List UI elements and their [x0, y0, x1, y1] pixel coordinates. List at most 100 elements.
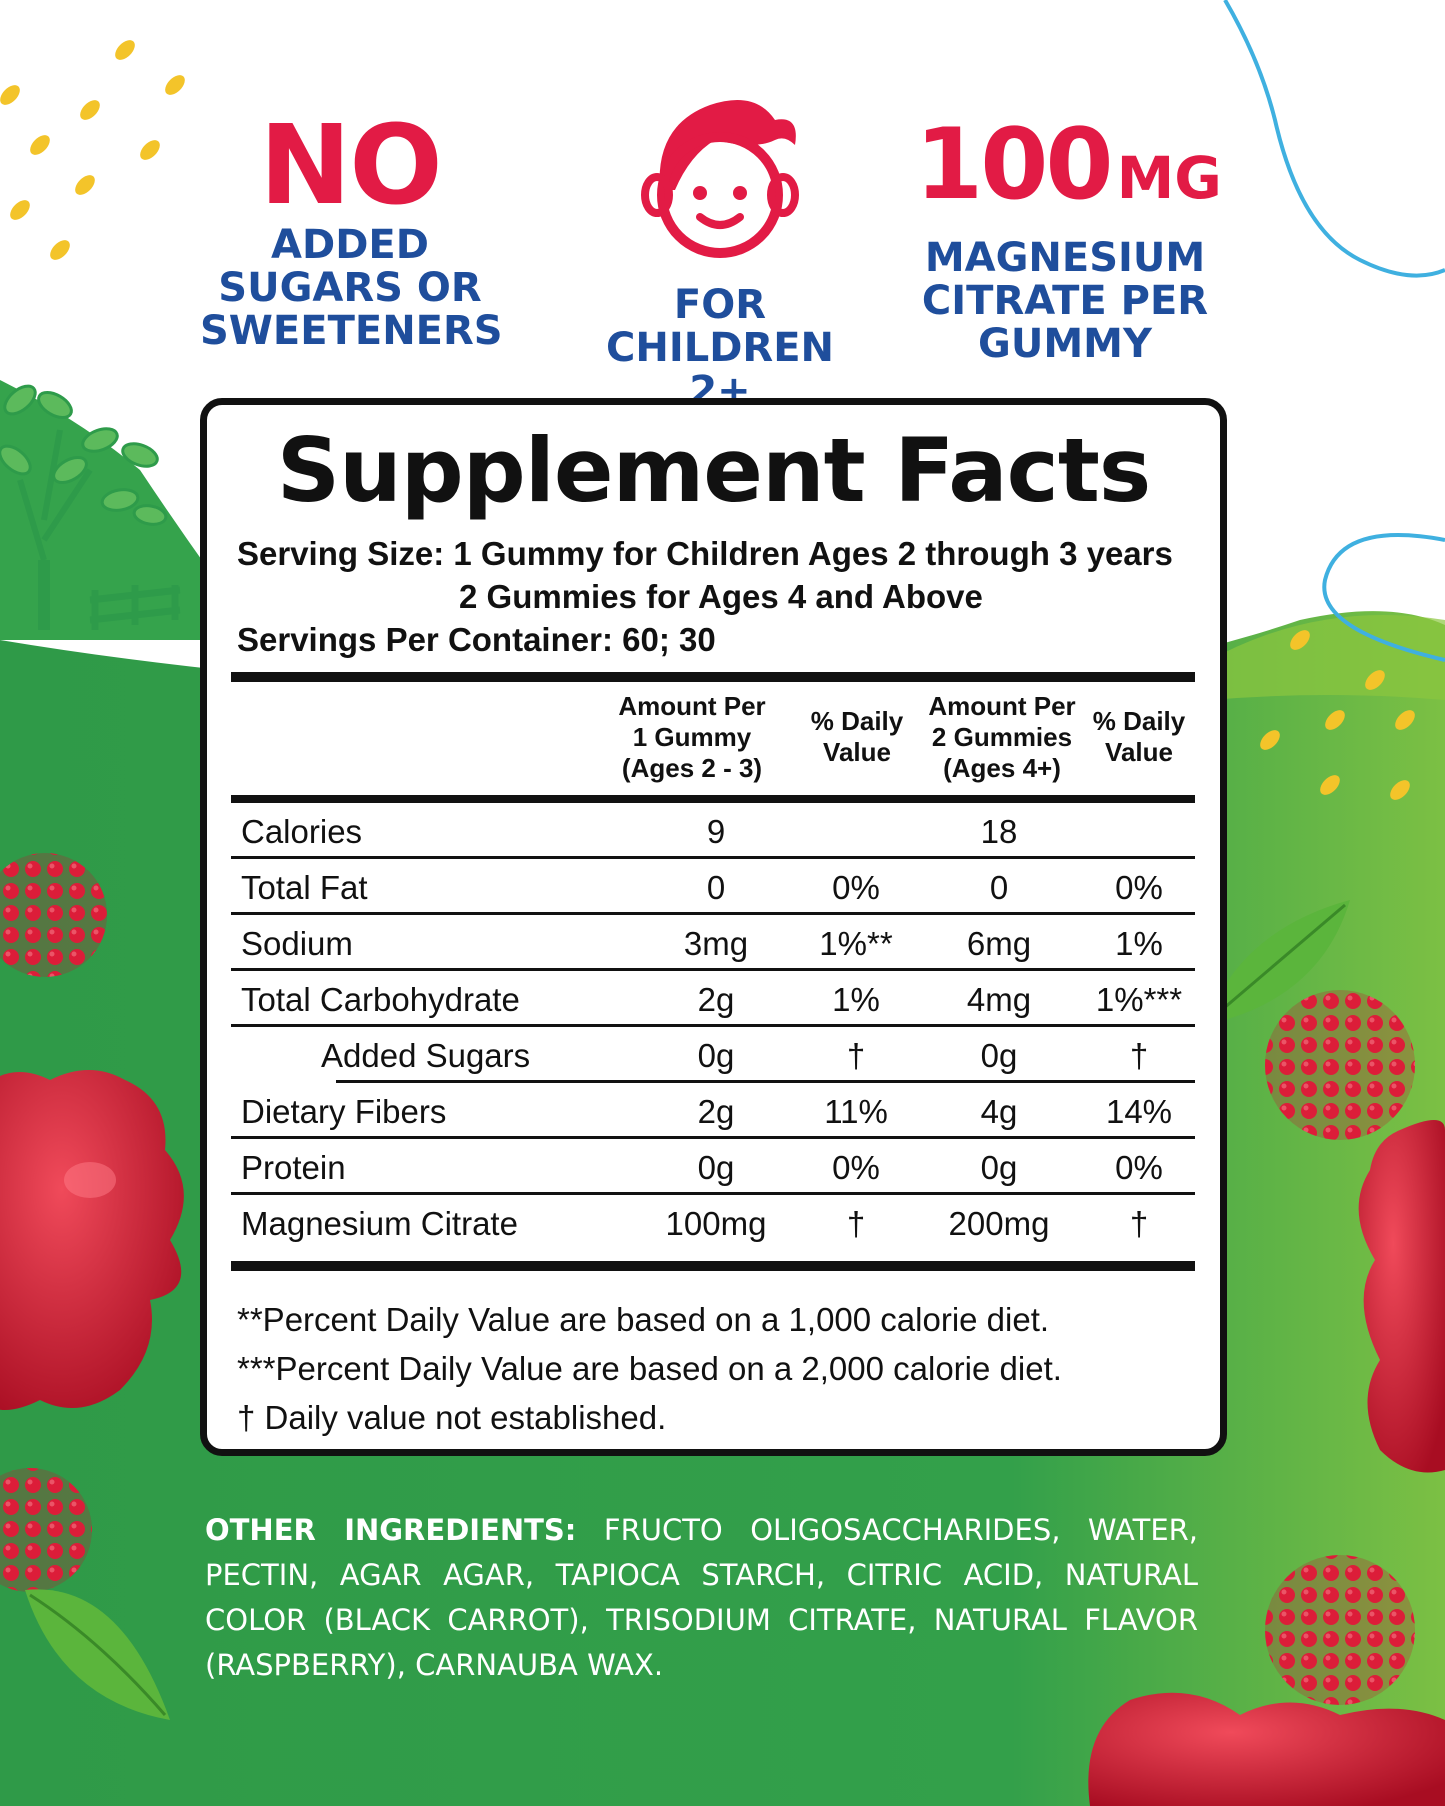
feature-no-line2: SUGARS OR	[218, 265, 482, 311]
feature-kids-text: FOR CHILDREN 2+	[570, 284, 870, 413]
nutrient-name: Calories	[241, 813, 363, 850]
feature-no-line1: ADDED	[271, 222, 429, 268]
serving-size: Serving Size: 1 Gummy for Children Ages …	[237, 535, 1173, 572]
header-dv1-line2: Value	[823, 737, 891, 767]
thick-divider-bottom	[231, 1261, 1195, 1271]
blue-curve-right	[1322, 533, 1445, 662]
header-amount-2-gummies: Amount Per 2 Gummies (Ages 4+)	[907, 691, 1097, 784]
other-ingredients: OTHER INGREDIENTS: FRUCTO OLIGOSACCHARID…	[205, 1508, 1198, 1688]
daily-value-2: 1%	[1115, 925, 1163, 962]
yellow-dots-top-left	[0, 40, 185, 260]
footnotes: **Percent Daily Value are based on a 1,0…	[237, 1295, 1197, 1442]
gummy-bear-bottom-right	[1088, 1692, 1445, 1806]
thick-divider-header	[231, 795, 1195, 803]
nutrient-row-calories: Calories 9 18	[231, 803, 1195, 859]
amount-1: 9	[706, 813, 726, 850]
footnote-2000-calorie: ***Percent Daily Value are based on a 2,…	[237, 1350, 1062, 1387]
amount-1: 0	[706, 869, 726, 906]
header-amount1-line1: Amount Per	[618, 691, 766, 721]
daily-value-2: 14%	[1105, 1093, 1173, 1130]
amount-2: 4g	[980, 1093, 1018, 1130]
leaf-left-bottom	[25, 1589, 170, 1720]
nutrient-row-added-sugars: Added Sugars 0g † 0g †	[231, 1027, 1195, 1083]
nutrient-row-total-fat: Total Fat 0 0% 0 0%	[231, 859, 1195, 915]
amount-2: 4mg	[966, 981, 1032, 1018]
nutrient-row-total-carbohydrate: Total Carbohydrate 2g 1% 4mg 1%***	[231, 971, 1195, 1027]
feature-mg-unit: MG	[1116, 144, 1222, 212]
header-dv2-line2: Value	[1105, 737, 1173, 767]
child-face-icon	[641, 100, 799, 258]
nutrient-row-sodium: Sodium 3mg 1%** 6mg 1%	[231, 915, 1195, 971]
daily-value-1: 11%	[824, 1093, 888, 1130]
nutrient-name: Sodium	[241, 925, 353, 962]
raspberry-right-bottom	[1265, 1555, 1415, 1705]
serving-info: Serving Size: 1 Gummy for Children Ages …	[237, 532, 1197, 661]
raspberry-left-top	[0, 853, 107, 977]
amount-1: 0g	[697, 1037, 735, 1074]
daily-value-2: 1%***	[1095, 981, 1183, 1018]
amount-1: 2g	[697, 981, 735, 1018]
footnote-1000-calorie: **Percent Daily Value are based on a 1,0…	[237, 1301, 1050, 1338]
thick-divider-top	[231, 672, 1195, 682]
feature-mg-big: 100 MG	[915, 108, 1222, 233]
amount-2: 0g	[980, 1149, 1018, 1186]
ingredients-text: FRUCTO OLIGOSACCHARIDES, WATER, PECTIN, …	[205, 1513, 1199, 1682]
blue-curve-top	[1223, 0, 1445, 278]
amount-2: 0	[989, 869, 1009, 906]
daily-value-1: 0%	[832, 869, 880, 906]
raspberry-right-middle	[1265, 990, 1415, 1140]
feature-mg-number: 100	[915, 108, 1114, 222]
feature-mg-text: MAGNESIUM CITRATE PER GUMMY	[915, 237, 1215, 366]
feature-kids-line1: FOR	[673, 282, 767, 328]
feature-no-text: ADDED SUGARS OR SWEETENERS	[200, 222, 503, 354]
header-dv2-line1: % Daily	[1092, 706, 1186, 736]
nutrient-row-protein: Protein 0g 0% 0g 0%	[231, 1139, 1195, 1195]
header-daily-value-1: % Daily Value	[792, 706, 922, 768]
nutrient-row-dietary-fibers: Dietary Fibers 2g 11% 4g 14%	[231, 1083, 1195, 1139]
feature-no-added-sugars: NO ADDED SUGARS OR SWEETENERS	[200, 110, 503, 354]
header-amount1-line2: 1 Gummy	[632, 722, 752, 752]
daily-value-2: 0%	[1115, 869, 1163, 906]
nutrient-name: Protein	[241, 1149, 346, 1186]
header-daily-value-2: % Daily Value	[1074, 706, 1204, 768]
servings-per-container: Servings Per Container: 60; 30	[237, 621, 716, 658]
header-amount2-line2: 2 Gummies	[931, 722, 1073, 752]
serving-size-line2: 2 Gummies for Ages 4 and Above	[459, 578, 983, 615]
header-dv1-line1: % Daily	[810, 706, 904, 736]
amount-1: 3mg	[683, 925, 749, 962]
amount-2: 18	[980, 813, 1018, 850]
footnote-not-established: † Daily value not established.	[237, 1399, 667, 1436]
daily-value-1: 0%	[832, 1149, 880, 1186]
daily-value-1: †	[846, 1037, 866, 1074]
nutrient-name: Total Fat	[241, 869, 368, 906]
nutrient-name: Magnesium Citrate	[241, 1205, 518, 1242]
daily-value-2: 0%	[1115, 1149, 1163, 1186]
daily-value-2: †	[1129, 1205, 1149, 1242]
feature-mg-line3: GUMMY	[978, 321, 1152, 367]
daily-value-1: 1%**	[819, 925, 893, 962]
header-amount2-line3: (Ages 4+)	[943, 753, 1061, 783]
feature-100mg-magnesium: 100 MG MAGNESIUM CITRATE PER GUMMY	[915, 108, 1222, 366]
supplement-facts-title: Supplement Facts	[276, 419, 1152, 522]
feature-for-children: FOR CHILDREN 2+	[570, 95, 870, 413]
feature-no-line3: SWEETENERS	[200, 308, 503, 354]
raspberry-left-bottom	[0, 1468, 92, 1592]
nutrient-name: Added Sugars	[321, 1037, 531, 1074]
amount-2: 6mg	[966, 925, 1032, 962]
header-amount-1-gummy: Amount Per 1 Gummy (Ages 2 - 3)	[607, 691, 777, 784]
daily-value-2: †	[1129, 1037, 1149, 1074]
amount-1: 2g	[697, 1093, 735, 1130]
yellow-dots-right	[1260, 630, 1415, 800]
nutrient-name: Dietary Fibers	[241, 1093, 447, 1130]
gummy-bear-right	[1358, 1120, 1445, 1473]
header-amount2-line1: Amount Per	[928, 691, 1076, 721]
feature-mg-line1: MAGNESIUM	[924, 235, 1206, 281]
daily-value-1: 1%	[832, 981, 880, 1018]
daily-value-1: †	[846, 1205, 866, 1242]
amount-1: 100mg	[665, 1205, 767, 1242]
tree-illustration	[0, 384, 181, 630]
amount-1: 0g	[697, 1149, 735, 1186]
header-amount1-line3: (Ages 2 - 3)	[621, 753, 763, 783]
gummy-bear-left	[0, 1070, 184, 1410]
feature-mg-line2: CITRATE PER	[921, 278, 1209, 324]
